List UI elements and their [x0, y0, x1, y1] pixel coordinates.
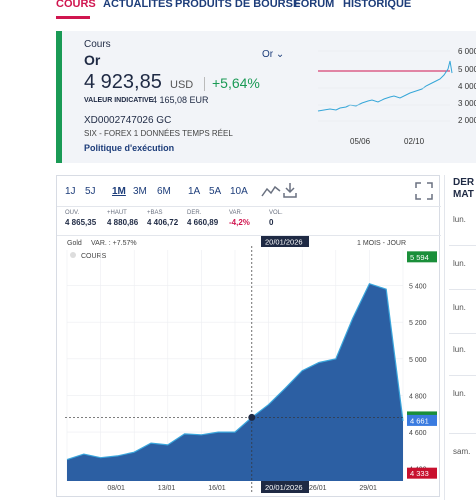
stat-last: DER. 4 660,89	[187, 210, 219, 227]
last-badge: 4 661	[410, 416, 429, 425]
instrument-name: Or	[84, 52, 101, 68]
side-row[interactable]: lun.	[453, 303, 466, 312]
divider	[204, 77, 205, 91]
indicative-value: 4 165,08 EUR	[152, 95, 209, 105]
low-badge-bg	[407, 467, 437, 479]
chart-instrument: Gold	[67, 240, 82, 247]
high-badge: 5 594	[410, 253, 429, 262]
nav-actualites[interactable]: ACTUALITÉS	[103, 0, 173, 10]
tab-1j[interactable]: 1J	[65, 186, 76, 197]
side-row[interactable]: lun.	[453, 215, 466, 224]
cursor-date-top: 20/01/2026	[265, 238, 303, 247]
instrument-selector[interactable]: Or ⌄	[262, 49, 285, 60]
side-row[interactable]: sam.	[453, 447, 471, 456]
side-title: DER	[453, 177, 475, 188]
y-tick-label: 4 600	[409, 430, 427, 437]
quote-panel: Cours Or Or ⌄ 4 923,85 USD +5,64% VALEUR…	[56, 31, 476, 163]
execution-policy-link[interactable]: Politique d'exécution	[84, 143, 175, 153]
nav-forum[interactable]: FORUM	[294, 0, 335, 10]
side-row[interactable]: lun.	[453, 259, 466, 268]
price-currency: USD	[170, 79, 194, 91]
tab-3m[interactable]: 3M	[133, 186, 147, 197]
stat-high: +HAUT 4 880,86	[107, 210, 139, 227]
stat-vol: VOL. 0	[269, 210, 283, 227]
last-price: 4 923,85	[84, 71, 162, 93]
stat-low: +BAS 4 406,72	[147, 210, 179, 227]
download-icon[interactable]	[283, 182, 297, 198]
price-line	[66, 282, 404, 461]
x-tick-label: 16/01	[208, 485, 226, 492]
tab-1a[interactable]: 1A	[188, 186, 201, 197]
tab-10a[interactable]: 10A	[230, 186, 248, 197]
mini-ytick: 6 000	[458, 47, 476, 56]
isin-code: XD0002747026 GC	[84, 115, 172, 126]
x-tick-label: 29/01	[359, 485, 377, 492]
nav-active-underline	[56, 16, 90, 19]
side-row[interactable]: lun.	[453, 345, 466, 354]
side-title-2: MAT	[453, 189, 474, 200]
quote-label: Cours	[84, 39, 111, 50]
nav-produits[interactable]: PRODUITS DE BOURSE	[175, 0, 301, 10]
stats-bar: OUV. 4 865,35 +HAUT 4 880,86 +BAS 4 406,72 …	[57, 206, 441, 236]
data-source: SIX - FOREX 1 DONNÉES TEMPS RÉEL	[84, 129, 233, 138]
x-tick-label: 26/01	[309, 485, 327, 492]
x-tick-label: 13/01	[158, 485, 176, 492]
legend-dot	[70, 252, 76, 258]
side-panel: DER MAT lun. lun. lun. lun. lun. sam.	[444, 175, 476, 500]
tab-5a[interactable]: 5A	[209, 186, 222, 197]
y-tick-label: 5 000	[409, 357, 427, 364]
indicative-label: VALEUR INDICATIVE	[84, 97, 154, 104]
chart-type-icon[interactable]	[261, 184, 281, 198]
mini-ytick: 3 000	[458, 99, 476, 108]
side-row[interactable]: lun.	[453, 389, 466, 398]
nav-historique[interactable]: HISTORIQUE	[343, 0, 412, 10]
mini-chart[interactable]: 6 000 5 000 4 000 3 000 2 000 05/06 02/1…	[310, 41, 476, 159]
stat-var: VAR. -4,2%	[229, 210, 250, 227]
mini-series-line	[317, 60, 453, 112]
tab-1m[interactable]: 1M	[112, 186, 126, 197]
price-chart[interactable]: Gold VAR. : +7.57% 1 MOIS - JOUR COURS 2…	[57, 236, 441, 498]
chart-period-label: 1 MOIS - JOUR	[357, 240, 406, 247]
high-badge-bg	[407, 251, 437, 263]
cursor-date-badge-top	[261, 236, 309, 247]
mini-ytick: 4 000	[458, 82, 476, 91]
fullscreen-icon[interactable]	[415, 182, 433, 200]
chart-container: 1J 5J 1M 3M 6M 1A 5A 10A OUV. 4 865,35 +H…	[56, 175, 441, 498]
y-tick-label: 4 800	[409, 393, 427, 400]
stat-open: OUV. 4 865,35	[65, 210, 97, 227]
tab-5j[interactable]: 5J	[85, 186, 96, 197]
low-badge: 4 333	[410, 469, 429, 478]
cursor-date-badge-bottom	[261, 481, 309, 493]
chevron-down-icon: ⌄	[275, 49, 285, 60]
tab-6m[interactable]: 6M	[157, 186, 171, 197]
price-change: +5,64%	[212, 75, 260, 91]
crosshair-point	[248, 413, 256, 421]
nav-cours[interactable]: COURS	[56, 0, 96, 10]
top-nav: COURS ACTUALITÉS PRODUITS DE BOURSE FORU…	[0, 0, 476, 20]
x-tick-label: 08/01	[107, 485, 125, 492]
last-badge-bg	[407, 414, 437, 426]
chart-variation: VAR. : +7.57%	[91, 240, 137, 247]
chart-legend: COURS	[81, 253, 107, 260]
cursor-date-bottom: 20/01/2026	[265, 483, 303, 492]
mini-ytick: 2 000	[458, 116, 476, 125]
price-area	[67, 283, 403, 481]
mini-xtick: 05/06	[350, 137, 371, 146]
y-tick-label: 5 400	[409, 284, 427, 291]
mini-ytick: 5 000	[458, 65, 476, 74]
y-tick-label: 5 200	[409, 320, 427, 327]
mini-xtick: 02/10	[404, 137, 425, 146]
